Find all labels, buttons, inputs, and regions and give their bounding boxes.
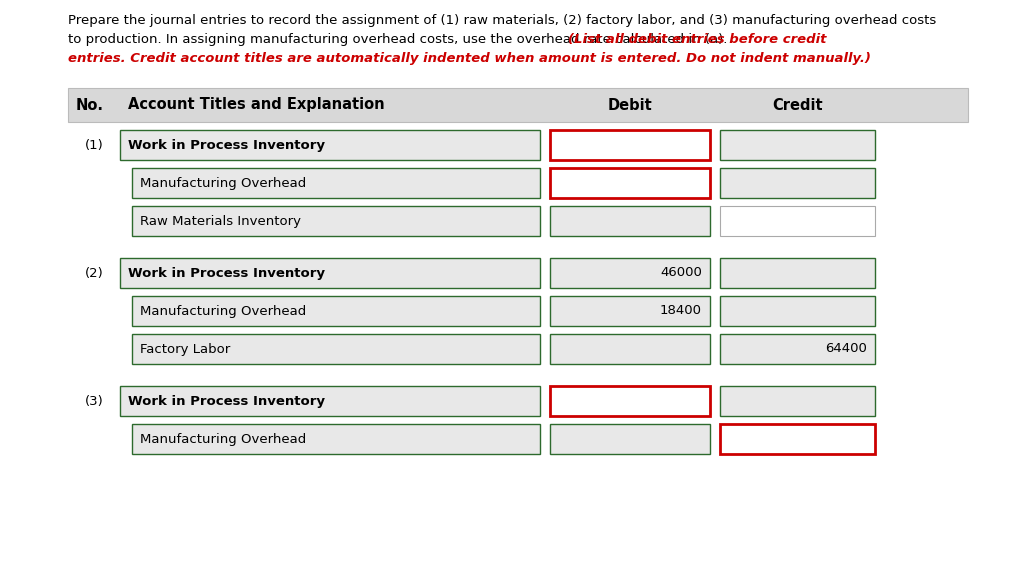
Text: Factory Labor: Factory Labor: [140, 343, 230, 356]
Bar: [120, 130, 540, 160]
Bar: [720, 334, 874, 364]
Bar: [132, 334, 540, 364]
Text: 64400: 64400: [825, 343, 867, 356]
Text: 18400: 18400: [660, 304, 702, 317]
Bar: [120, 386, 540, 416]
Bar: [720, 206, 874, 236]
Text: Manufacturing Overhead: Manufacturing Overhead: [140, 433, 306, 446]
Text: Work in Process Inventory: Work in Process Inventory: [128, 394, 325, 408]
Bar: [550, 424, 710, 454]
Bar: [720, 424, 874, 454]
Text: entries. Credit account titles are automatically indented when amount is entered: entries. Credit account titles are autom…: [68, 52, 870, 65]
Text: Work in Process Inventory: Work in Process Inventory: [128, 267, 325, 279]
Text: Debit: Debit: [607, 97, 652, 112]
Bar: [550, 168, 710, 198]
Bar: [720, 258, 874, 288]
Text: Manufacturing Overhead: Manufacturing Overhead: [140, 177, 306, 189]
Bar: [720, 130, 874, 160]
Text: (2): (2): [85, 267, 103, 279]
Text: Credit: Credit: [772, 97, 823, 112]
Bar: [132, 168, 540, 198]
Text: Raw Materials Inventory: Raw Materials Inventory: [140, 214, 301, 227]
Bar: [132, 206, 540, 236]
Text: Manufacturing Overhead: Manufacturing Overhead: [140, 304, 306, 317]
Text: (1): (1): [85, 139, 103, 152]
Bar: [120, 258, 540, 288]
Bar: [550, 258, 710, 288]
Text: (List all debit entries before credit: (List all debit entries before credit: [568, 33, 826, 46]
Text: No.: No.: [76, 97, 104, 112]
Bar: [720, 386, 874, 416]
Bar: [720, 296, 874, 326]
Text: Prepare the journal entries to record the assignment of (1) raw materials, (2) f: Prepare the journal entries to record th…: [68, 14, 936, 27]
Bar: [550, 334, 710, 364]
Text: Work in Process Inventory: Work in Process Inventory: [128, 139, 325, 152]
Bar: [550, 130, 710, 160]
Bar: [68, 88, 968, 122]
Bar: [132, 296, 540, 326]
Text: to production. In assigning manufacturing overhead costs, use the overhead rate : to production. In assigning manufacturin…: [68, 33, 731, 46]
Bar: [550, 296, 710, 326]
Bar: [550, 206, 710, 236]
Bar: [132, 424, 540, 454]
Text: Account Titles and Explanation: Account Titles and Explanation: [128, 97, 385, 112]
Bar: [550, 386, 710, 416]
Bar: [720, 168, 874, 198]
Text: 46000: 46000: [660, 267, 702, 279]
Text: (3): (3): [85, 394, 103, 408]
